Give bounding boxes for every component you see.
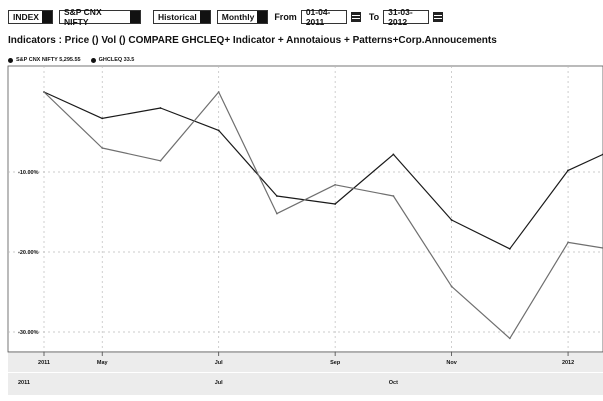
x-tick-label: 2012: [562, 360, 574, 366]
data-point[interactable]: [450, 219, 453, 221]
dropdown-icon[interactable]: [129, 11, 140, 23]
x-tick-label: Nov: [446, 360, 457, 366]
data-point[interactable]: [217, 129, 220, 132]
data-point[interactable]: [217, 91, 220, 93]
data-point[interactable]: [508, 247, 511, 250]
period-select-value: Monthly: [221, 12, 255, 22]
x-tick-label: Jul: [215, 360, 223, 366]
legend: S&P CNX NIFTY 5,295.55 GHCLEQ 33.5: [8, 57, 144, 63]
data-point[interactable]: [101, 147, 104, 149]
y-tick-label: -10.00%: [18, 170, 39, 176]
data-point[interactable]: [276, 212, 278, 215]
to-date-input[interactable]: 31-03-2012: [383, 7, 430, 27]
x-tick-label: Sep: [330, 360, 341, 366]
lower-x-tick-label: 2011: [18, 380, 30, 386]
data-point[interactable]: [159, 107, 162, 109]
mode-select-value: Historical: [157, 12, 197, 22]
data-point[interactable]: [567, 169, 569, 172]
dropdown-icon[interactable]: [41, 11, 52, 23]
time-axis-band[interactable]: [8, 352, 603, 372]
lower-time-axis[interactable]: [8, 373, 603, 395]
data-point[interactable]: [43, 91, 45, 93]
legend-item[interactable]: S&P CNX NIFTY 5,295.55: [8, 57, 81, 63]
from-date-input[interactable]: 01-04-2011: [300, 7, 347, 27]
type-select[interactable]: INDEX: [8, 10, 53, 24]
lower-x-tick-label: Oct: [389, 380, 398, 386]
dropdown-icon[interactable]: [257, 11, 268, 23]
type-select-value: INDEX: [13, 12, 39, 22]
data-point[interactable]: [508, 337, 511, 340]
to-date-value: 31-03-2012: [388, 7, 413, 27]
data-point[interactable]: [334, 203, 337, 205]
calendar-icon[interactable]: [433, 12, 444, 22]
data-point[interactable]: [334, 183, 337, 186]
toolbar: INDEX S&P CNX NIFTY Historical Monthly F…: [8, 7, 451, 27]
y-tick-label: -30.00%: [18, 330, 39, 336]
to-label: To: [368, 12, 380, 22]
legend-label: S&P CNX NIFTY 5,295.55: [16, 57, 81, 63]
from-label: From: [274, 12, 297, 22]
data-point[interactable]: [276, 195, 278, 197]
mode-select[interactable]: Historical: [152, 10, 211, 24]
indicators-bar[interactable]: Indicators : Price () Vol () COMPARE GHC…: [8, 35, 497, 46]
legend-item[interactable]: GHCLEQ 33.5: [90, 57, 135, 63]
legend-label: GHCLEQ 33.5: [98, 57, 135, 63]
legend-dot-icon: [90, 57, 96, 63]
data-point[interactable]: [567, 241, 569, 244]
period-select[interactable]: Monthly: [216, 10, 269, 24]
data-point[interactable]: [450, 285, 453, 288]
from-date-value: 01-04-2011: [305, 7, 331, 27]
data-point[interactable]: [159, 159, 162, 162]
data-point[interactable]: [392, 195, 395, 197]
calendar-icon[interactable]: [350, 12, 361, 22]
lower-x-tick-label: Jul: [215, 380, 223, 386]
data-point[interactable]: [392, 153, 395, 156]
data-point[interactable]: [101, 117, 104, 120]
x-tick-label: May: [97, 360, 109, 366]
x-tick-label: 2011: [38, 360, 50, 366]
plot-frame: [7, 65, 603, 353]
symbol-select-value: S&P CNX NIFTY: [63, 7, 102, 27]
y-tick-label: -20.00%: [18, 250, 39, 256]
dropdown-icon[interactable]: [199, 11, 210, 23]
legend-dot-icon: [8, 57, 13, 63]
series-line-nifty[interactable]: [43, 91, 603, 250]
symbol-select[interactable]: S&P CNX NIFTY: [58, 7, 141, 27]
series-line-ghcleq[interactable]: [43, 91, 603, 339]
